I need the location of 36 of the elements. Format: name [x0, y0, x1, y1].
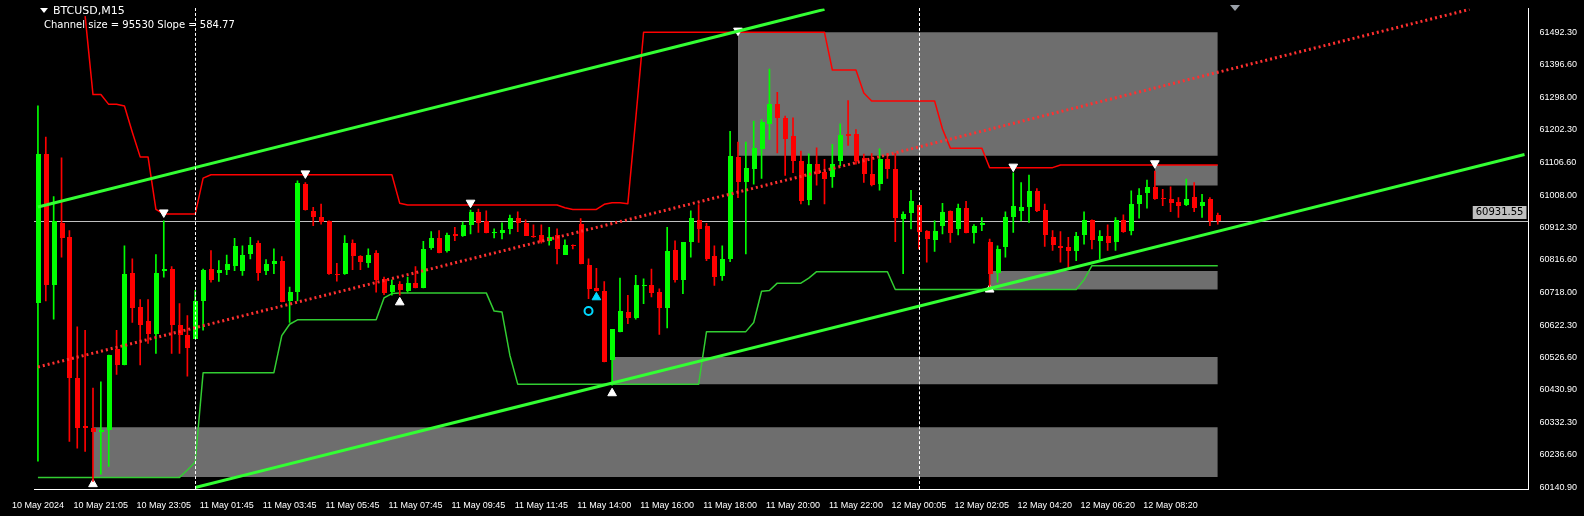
- x-tick-label: 11 May 11:45: [514, 500, 568, 511]
- y-tick-label: 61008.00: [1539, 189, 1578, 200]
- x-tick-label: 12 May 02:05: [954, 500, 1010, 511]
- x-tick-label: 11 May 14:00: [577, 500, 632, 511]
- y-tick-label: 60430.90: [1539, 384, 1578, 395]
- x-tick-label: 12 May 00:05: [891, 500, 947, 511]
- x-tick-label: 12 May 04:20: [1017, 500, 1072, 511]
- y-tick-label: 60332.30: [1539, 417, 1578, 428]
- x-tick-label: 10 May 2024: [11, 500, 64, 511]
- x-tick-label: 10 May 21:05: [73, 500, 129, 511]
- y-tick-label: 60236.60: [1539, 449, 1578, 460]
- y-tick-label: 60718.00: [1539, 287, 1578, 298]
- chart-title: BTCUSD,M15: [53, 4, 125, 17]
- x-tick-label: 11 May 03:45: [262, 500, 317, 511]
- y-tick-label: 61202.30: [1539, 124, 1578, 135]
- y-tick-label: 61396.60: [1539, 58, 1578, 69]
- x-tick-label: 11 May 18:00: [703, 500, 758, 511]
- y-tick-label: 60622.30: [1539, 319, 1578, 330]
- x-tick-label: 11 May 05:45: [325, 500, 380, 511]
- x-tick-label: 11 May 20:00: [766, 500, 820, 511]
- y-tick-label: 60816.60: [1539, 254, 1578, 265]
- x-tick-label: 12 May 08:20: [1143, 500, 1198, 511]
- y-tick-label: 61492.30: [1539, 26, 1578, 37]
- x-tick-label: 12 May 06:20: [1080, 500, 1135, 511]
- x-tick-label: 11 May 16:00: [640, 500, 695, 511]
- x-tick-label: 11 May 09:45: [451, 500, 506, 511]
- y-tick-label: 61298.00: [1539, 92, 1578, 103]
- y-tick-label: 60526.60: [1539, 351, 1578, 362]
- y-tick-label: 61106.60: [1539, 156, 1577, 167]
- y-tick-label: 60912.30: [1539, 221, 1578, 232]
- x-tick-label: 11 May 22:00: [829, 500, 883, 511]
- x-tick-label: 10 May 23:05: [136, 500, 192, 511]
- y-tick-label: 60140.90: [1539, 481, 1578, 492]
- ref-line-label: 60931.55: [1475, 206, 1524, 218]
- x-tick-label: 11 May 07:45: [388, 500, 443, 511]
- x-tick-label: 11 May 01:45: [199, 500, 254, 511]
